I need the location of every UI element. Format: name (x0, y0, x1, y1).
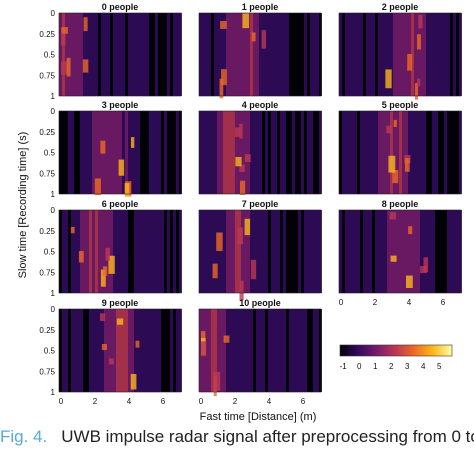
panel-title: 2 people (382, 2, 419, 12)
y-tick-label: 1 (51, 388, 56, 397)
caption-text: UWB impulse radar signal after preproces… (61, 427, 474, 446)
caption-label: Fig. 4. (0, 427, 48, 446)
y-tick-label: 0 (51, 9, 56, 18)
y-tick-label: 0.75 (39, 169, 55, 178)
heatmap-panel: 1 people (198, 2, 322, 99)
y-tick-label: 0.5 (44, 149, 56, 158)
panel-title: 10 people (239, 298, 281, 308)
panel-title: 0 people (102, 2, 139, 12)
x-tick-label: 2 (93, 397, 98, 406)
y-tick-label: 1 (51, 190, 56, 199)
heatmap-panel: 5 people (338, 100, 462, 195)
x-tick-label: 0 (339, 298, 344, 307)
x-tick-label: 0 (59, 397, 64, 406)
heatmap-panel: 2 people (338, 2, 462, 100)
colorbar-tick-label: 3 (405, 362, 410, 371)
y-tick-label: 0 (51, 206, 56, 215)
panel-title: 9 people (102, 298, 139, 308)
x-tick-label: 6 (301, 397, 306, 406)
x-tick-label: 0 (199, 397, 204, 406)
heatmap-panel: 0 people 0 0.25 0.5 0.75 1 (39, 2, 182, 101)
panel-title: 1 people (242, 2, 279, 12)
panel-title: 3 people (102, 100, 139, 110)
x-axis-label: Fast time [Distance] (m) (200, 411, 317, 423)
colorbar-tick-label: 2 (389, 362, 394, 371)
panel-title: 6 people (102, 199, 139, 209)
colorbar-tick-label: 1 (373, 362, 378, 371)
x-tick-label: 2 (233, 397, 238, 406)
y-tick-label: 0.5 (44, 51, 56, 60)
x-tick-label: 6 (441, 298, 446, 307)
colorbar-tick-label: 5 (437, 362, 442, 371)
y-tick-label: 0 (51, 305, 56, 314)
x-tick-label: 4 (407, 298, 412, 307)
panel-title: 8 people (382, 199, 419, 209)
colorbar-tick-label: 4 (421, 362, 426, 371)
heatmap-panel: 6 people 0 0.25 0.5 0.75 1 (39, 199, 182, 298)
y-tick-label: 0 (51, 107, 56, 116)
heatmap-panel: 8 people 0 2 4 6 (338, 199, 462, 307)
y-tick-label: 0.25 (39, 30, 55, 39)
x-tick-label: 2 (373, 298, 378, 307)
panel-title: 4 people (242, 100, 279, 110)
colorbar-tick-label: -1 (340, 362, 348, 371)
x-tick-label: 6 (161, 397, 166, 406)
panel-title: 7 people (242, 199, 279, 209)
y-tick-label: 0.5 (44, 347, 56, 356)
y-tick-label: 1 (51, 289, 56, 298)
y-tick-label: 0.75 (39, 71, 55, 80)
heatmap-panel: 7 people (198, 199, 322, 301)
colorbar-tick-label: 0 (357, 362, 362, 371)
panel-title: 5 people (382, 100, 419, 110)
y-tick-label: 0.25 (39, 227, 55, 236)
y-tick-label: 0.75 (39, 268, 55, 277)
y-tick-label: 0.25 (39, 128, 55, 137)
colorbar: -1 0 1 2 3 4 5 (339, 344, 453, 371)
heatmap-panel: 4 people (198, 100, 322, 195)
figure-caption: Fig. 4. UWB impulse radar signal after pr… (0, 425, 474, 449)
y-tick-label: 0.25 (39, 326, 55, 335)
x-tick-label: 4 (127, 397, 132, 406)
y-tick-label: 0.75 (39, 367, 55, 376)
y-axis-label: Slow time [Recording time] (s) (17, 132, 29, 279)
y-tick-label: 1 (51, 92, 56, 101)
colorbar-gradient (339, 344, 453, 357)
y-tick-label: 0.5 (44, 248, 56, 257)
heatmap-panel: 3 people 0 0.25 0.5 0.75 1 (39, 100, 182, 199)
x-tick-label: 4 (267, 397, 272, 406)
heatmap-panel: 10 people 0 2 4 6 (198, 298, 322, 406)
